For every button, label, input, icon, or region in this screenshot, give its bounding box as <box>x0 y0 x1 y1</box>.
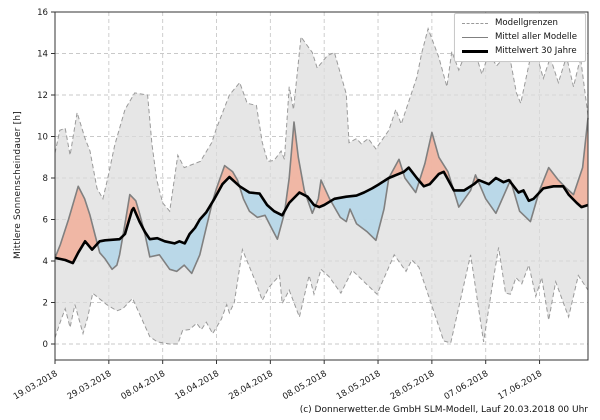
svg-text:16: 16 <box>37 8 48 18</box>
legend-label: Mittelwert 30 Jahre <box>494 46 577 56</box>
svg-text:18.04.2018: 18.04.2018 <box>173 369 221 402</box>
svg-text:8: 8 <box>43 174 48 184</box>
mean-30y-line <box>54 166 589 265</box>
svg-text:29.03.2018: 29.03.2018 <box>66 369 114 402</box>
legend-item-mittelwert-30-jahre: Mittelwert 30 Jahre <box>461 46 577 56</box>
y-tick-labels: 0 2 4 6 8 10 12 14 16 <box>37 8 48 350</box>
svg-text:12: 12 <box>37 91 48 101</box>
legend-item-mittel-aller-modelle: Mittel aller Modelle <box>461 32 577 42</box>
svg-text:17.06.2018: 17.06.2018 <box>496 369 544 402</box>
x-tick-labels: 19.03.2018 29.03.2018 08.04.2018 18.04.2018… <box>12 369 544 402</box>
svg-text:28.05.2018: 28.05.2018 <box>389 369 437 402</box>
y-axis-label: Mittlere Sonnenscheindauer [h] <box>13 111 23 259</box>
below-normal-fill <box>55 168 588 274</box>
svg-text:2: 2 <box>43 299 48 309</box>
above-normal-fill <box>55 117 588 263</box>
dashed-line-icon <box>461 22 488 24</box>
svg-text:0: 0 <box>43 340 48 350</box>
thick-line-icon <box>461 49 488 53</box>
svg-text:10: 10 <box>37 133 48 143</box>
svg-text:08.05.2018: 08.05.2018 <box>281 369 329 402</box>
solid-line-icon <box>461 36 488 38</box>
copyright-caption: (c) Donnerwetter.de GmbH SLM-Modell, Lau… <box>299 405 588 415</box>
svg-text:08.04.2018: 08.04.2018 <box>120 369 168 402</box>
svg-text:14: 14 <box>37 50 48 60</box>
svg-text:6: 6 <box>43 216 48 226</box>
model-mean-line <box>54 117 589 275</box>
axes <box>51 11 589 364</box>
svg-text:18.05.2018: 18.05.2018 <box>335 369 383 402</box>
legend-label: Modellgrenzen <box>494 18 558 28</box>
svg-text:07.06.2018: 07.06.2018 <box>443 369 491 402</box>
svg-text:28.04.2018: 28.04.2018 <box>227 369 275 402</box>
legend-item-modellgrenzen: Modellgrenzen <box>461 18 577 28</box>
legend-label: Mittel aller Modelle <box>494 32 577 42</box>
svg-text:19.03.2018: 19.03.2018 <box>12 369 60 402</box>
svg-text:4: 4 <box>43 257 48 267</box>
model-bounds-line <box>54 26 589 345</box>
legend: Modellgrenzen Mittel aller Modelle Mitte… <box>453 13 586 62</box>
